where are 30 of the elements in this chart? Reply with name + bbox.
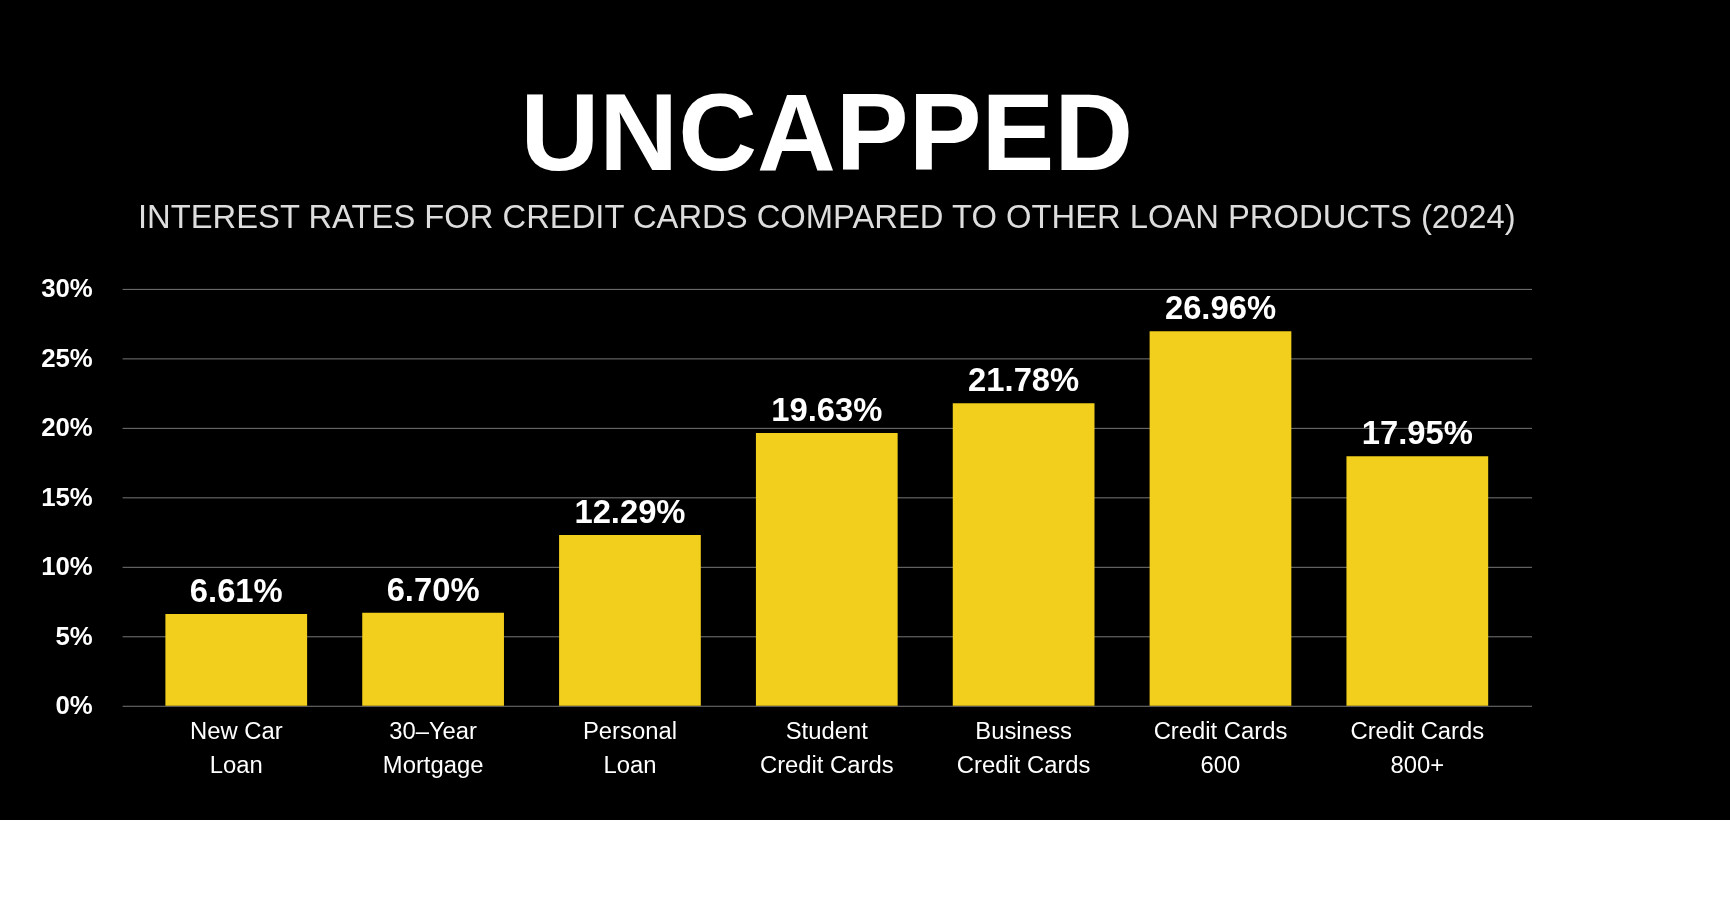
bar [952,403,1095,706]
x-tick-label: New Car Loan [189,717,283,778]
chart-title: UNCAPPED [520,70,1134,193]
x-tick-label: Student Credit Cards [759,717,894,778]
data-label: 26.96% [1164,289,1277,327]
data-label: 17.95% [1361,414,1473,452]
y-tick-label: 20% [41,413,93,442]
y-tick-label: 0% [55,691,93,720]
x-tick-label: Business Credit Cards [956,717,1091,778]
y-tick-label: 25% [41,343,93,372]
bar [1149,331,1292,706]
y-tick-label: 30% [41,274,93,303]
x-tick-label: Credit Cards 800+ [1350,717,1485,778]
data-label: 12.29% [574,493,686,531]
y-tick-label: 5% [55,621,93,650]
bar [165,613,308,706]
chart-subtitle: INTEREST RATES FOR CREDIT CARDS COMPARED TO OTHER LOAN PRODUCTS (2024) [138,198,1516,236]
bar [362,612,504,706]
x-tick-label: Credit Cards 600 [1153,717,1288,778]
x-tick-label: Personal Loan [582,717,677,778]
data-label: 19.63% [771,391,883,429]
data-label: 6.61% [189,572,283,610]
y-tick-label: 10% [41,552,93,581]
data-label: 6.70% [386,570,480,608]
bar [1346,456,1489,706]
x-tick-label: 30–Year Mortgage [382,717,484,778]
y-tick-label: 15% [41,482,93,511]
bar [755,433,898,706]
data-label: 21.78% [968,361,1080,399]
bar [559,535,701,706]
